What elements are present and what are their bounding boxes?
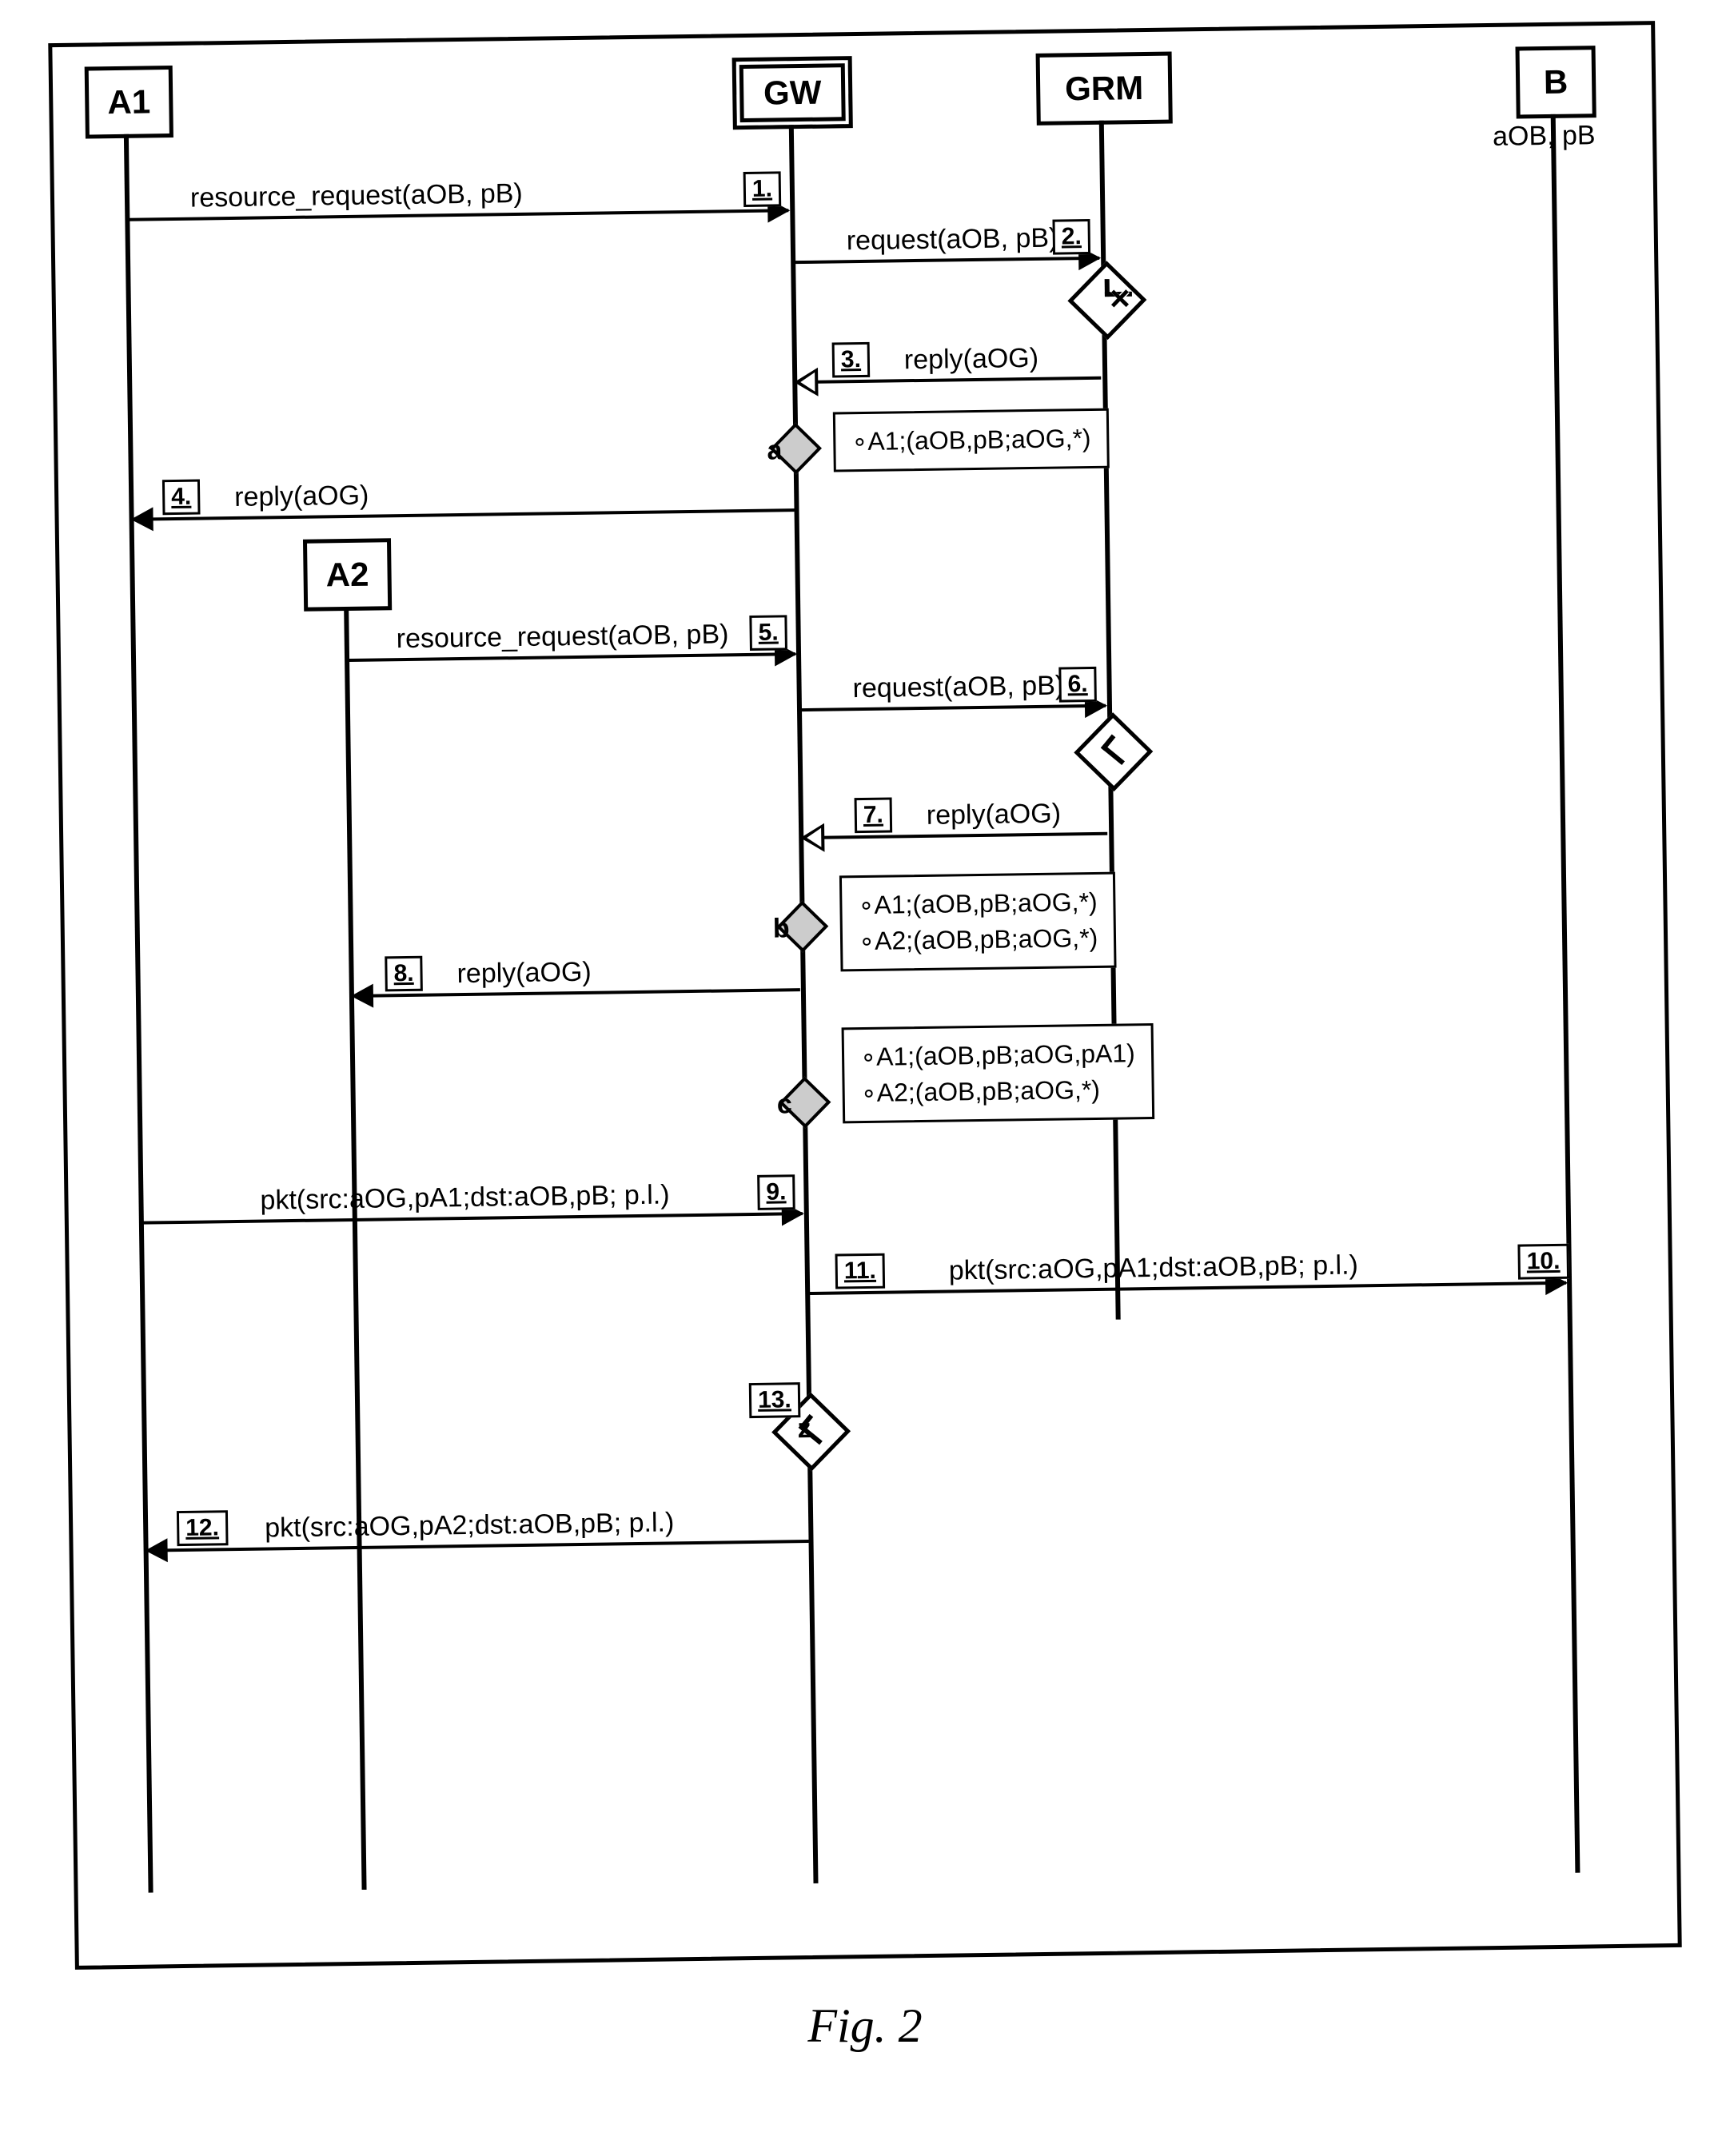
msg-8-label: reply(aOG) [456, 957, 592, 990]
step-5: 5. [749, 615, 787, 651]
actor-b: B [1516, 46, 1596, 118]
actor-grm: GRM [1036, 52, 1173, 126]
step-6: 6. [1058, 667, 1097, 703]
state-a-line1: ∘A1;(aOB,pB;aOG,*) [851, 424, 1091, 456]
step-3: 3. [832, 342, 871, 378]
lifeline-a2 [344, 607, 366, 1890]
msg-3-label: reply(aOG) [904, 343, 1039, 376]
gw-mark-c-label: c [777, 1089, 792, 1120]
msg-6-label: request(aOB, pB) [852, 670, 1064, 704]
msg-9 [142, 1212, 803, 1225]
msg-9-label: pkt(src:aOG,pA1;dst:aOB,pB; p.l.) [260, 1179, 670, 1216]
msg-4-label: reply(aOG) [234, 480, 369, 513]
step-1: 1. [743, 171, 782, 207]
msg-2-label: request(aOB, pB) [847, 223, 1058, 257]
lifeline-b [1551, 114, 1581, 1873]
actor-gw: GW [732, 56, 853, 130]
state-c: ∘A1;(aOB,pB;aOG,pA1) ∘A2;(aOB,pB;aOG,*) [842, 1023, 1154, 1123]
actor-a1: A1 [85, 66, 173, 139]
state-c-line1: ∘A1;(aOB,pB;aOG,pA1) [860, 1038, 1135, 1071]
msg-10-label: pkt(src:aOG,pA1;dst:aOB,pB; p.l.) [949, 1249, 1359, 1286]
actor-a2: A2 [303, 538, 392, 612]
msg-2 [794, 257, 1099, 264]
state-b-line1: ∘A1;(aOB,pB;aOG,*) [858, 887, 1098, 919]
step-10: 10. [1517, 1244, 1569, 1280]
grm-decision-1 [1067, 261, 1146, 340]
step-9: 9. [757, 1174, 795, 1210]
msg-4 [133, 508, 795, 521]
actor-b-sub: aOB, pB [1493, 120, 1596, 153]
msg-12-label: pkt(src:aOG,pA2;dst:aOB,pB; p.l.) [265, 1507, 675, 1544]
msg-7-label: reply(aOG) [927, 799, 1062, 831]
step-8: 8. [385, 956, 423, 992]
gw-mark-a-label: a [767, 435, 782, 466]
state-b: ∘A1;(aOB,pB;aOG,*) ∘A2;(aOB,pB;aOG,*) [839, 872, 1117, 971]
step-2: 2. [1052, 219, 1090, 255]
step-12: 12. [177, 1510, 228, 1546]
grm-decision-2 [1074, 712, 1153, 791]
step-4: 4. [162, 480, 201, 516]
lifeline-a1 [124, 134, 153, 1893]
gw-mark-z-label: z [797, 1413, 811, 1445]
figure-caption: Fig. 2 [32, 1999, 1698, 2054]
msg-7 [802, 832, 1107, 839]
msg-5-label: resource_request(aOB, pB) [396, 619, 728, 655]
state-b-line2: ∘A2;(aOB,pB;aOG,*) [859, 923, 1098, 955]
sequence-diagram: A1 GW GRM B aOB, pB A2 resource_request(… [48, 21, 1681, 1970]
msg-1-label: resource_request(aOB, pB) [190, 178, 523, 214]
step-11: 11. [835, 1253, 886, 1289]
msg-6 [800, 704, 1106, 711]
step-7: 7. [855, 798, 893, 834]
step-13: 13. [749, 1382, 800, 1418]
msg-12 [147, 1540, 809, 1552]
state-a: ∘A1;(aOB,pB;aOG,*) [833, 408, 1110, 472]
state-c-line2: ∘A2;(aOB,pB;aOG,*) [860, 1075, 1100, 1107]
gw-mark-b-label: b [773, 913, 790, 944]
